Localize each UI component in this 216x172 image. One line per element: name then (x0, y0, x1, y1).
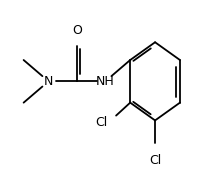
Text: Cl: Cl (95, 116, 107, 129)
Text: NH: NH (96, 75, 115, 88)
Text: Cl: Cl (149, 154, 161, 167)
Text: O: O (72, 24, 82, 37)
Text: N: N (44, 75, 53, 88)
